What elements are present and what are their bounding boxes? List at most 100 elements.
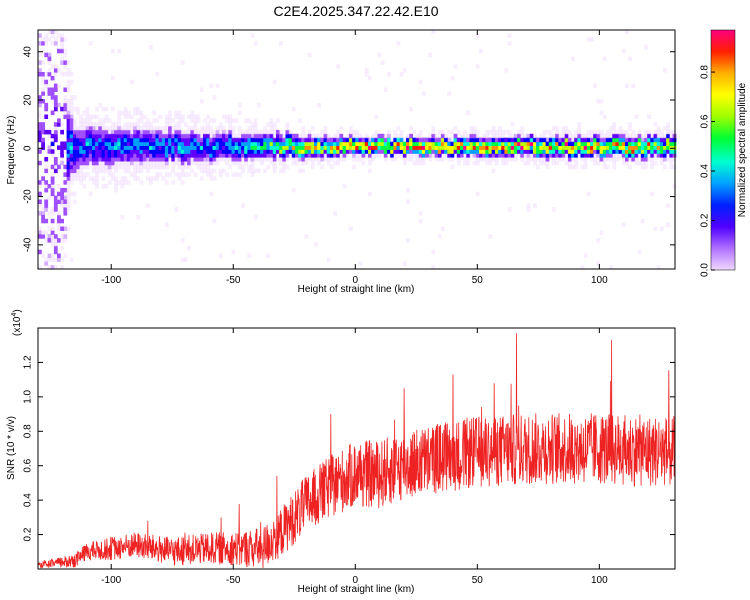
heatmap-cell bbox=[177, 118, 182, 123]
heatmap-cell bbox=[374, 153, 379, 158]
heatmap-cell bbox=[644, 157, 648, 162]
heatmap-cell bbox=[450, 145, 455, 150]
heatmap-cell bbox=[304, 137, 309, 143]
heatmap-cell bbox=[139, 126, 144, 131]
heatmap-cell bbox=[180, 114, 185, 119]
heatmap-cell bbox=[634, 149, 639, 154]
heatmap-cell bbox=[225, 137, 229, 143]
heatmap-cell bbox=[174, 133, 179, 139]
heatmap-cell bbox=[139, 160, 144, 166]
heatmap-cell bbox=[104, 153, 109, 158]
heatmap-cell bbox=[637, 133, 642, 139]
heatmap-cell bbox=[123, 180, 128, 185]
heatmap-cell bbox=[368, 145, 372, 150]
heatmap-cell bbox=[253, 145, 258, 150]
heatmap-cell bbox=[60, 187, 64, 193]
heatmap-cell bbox=[263, 137, 268, 143]
heatmap-cell bbox=[85, 106, 90, 112]
heatmap-cell bbox=[85, 164, 90, 170]
heatmap-cell bbox=[564, 160, 569, 166]
heatmap-cell bbox=[434, 145, 439, 150]
heatmap-cell bbox=[364, 149, 369, 154]
heatmap-cell bbox=[399, 149, 404, 154]
heatmap-cell bbox=[193, 133, 198, 139]
heatmap-cell bbox=[136, 126, 141, 131]
heatmap-cell bbox=[53, 234, 58, 239]
heatmap-cell bbox=[421, 157, 426, 162]
heatmap-cell bbox=[85, 126, 90, 131]
heatmap-cell bbox=[164, 157, 169, 162]
heatmap-cell bbox=[177, 129, 182, 135]
heatmap-cell bbox=[111, 75, 115, 81]
heatmap-cell bbox=[133, 160, 137, 166]
heatmap-cell bbox=[76, 110, 80, 116]
heatmap-cell bbox=[190, 114, 195, 119]
heatmap-cell bbox=[567, 145, 572, 150]
heatmap-cell bbox=[663, 149, 667, 154]
heatmap-cell bbox=[133, 122, 137, 127]
heatmap-cell bbox=[307, 52, 312, 58]
heatmap-cell bbox=[637, 137, 642, 143]
heatmap-cell bbox=[218, 133, 223, 139]
heatmap-cell bbox=[564, 145, 569, 150]
heatmap-cell bbox=[136, 110, 141, 116]
heatmap-cell bbox=[72, 126, 77, 131]
heatmap-cell bbox=[504, 129, 509, 135]
heatmap-cell bbox=[542, 145, 547, 150]
heatmap-cell bbox=[529, 157, 534, 162]
heatmap-cell bbox=[609, 149, 613, 154]
heatmap-cell bbox=[126, 157, 131, 162]
heatmap-cell bbox=[577, 137, 582, 143]
heatmap-cell bbox=[76, 106, 80, 112]
heatmap-cell bbox=[72, 153, 77, 158]
heatmap-cell bbox=[555, 153, 559, 158]
heatmap-cell bbox=[206, 129, 210, 135]
heatmap-cell bbox=[228, 114, 233, 119]
heatmap-cell bbox=[180, 168, 185, 174]
heatmap-cell bbox=[501, 153, 505, 158]
heatmap-cell bbox=[628, 149, 632, 154]
heatmap-cell bbox=[98, 153, 103, 158]
heatmap-cell bbox=[453, 141, 458, 146]
heatmap-cell bbox=[171, 180, 176, 185]
heatmap-cell bbox=[345, 137, 350, 143]
heatmap-cell bbox=[44, 238, 49, 243]
heatmap-cell bbox=[650, 153, 655, 158]
heatmap-cell bbox=[453, 149, 458, 154]
heatmap-cell bbox=[60, 106, 64, 112]
heatmap-cell bbox=[368, 141, 372, 146]
heatmap-cell bbox=[63, 60, 68, 65]
heatmap-cell bbox=[567, 133, 572, 139]
heatmap-cell bbox=[231, 129, 236, 135]
heatmap-cell bbox=[76, 133, 80, 139]
y-tick-label: 40 bbox=[23, 46, 34, 58]
heatmap-cell bbox=[66, 176, 71, 181]
heatmap-cell bbox=[98, 157, 103, 162]
heatmap-cell bbox=[494, 145, 499, 150]
heatmap-cell bbox=[260, 141, 264, 146]
heatmap-cell bbox=[301, 145, 306, 150]
heatmap-cell bbox=[631, 153, 636, 158]
heatmap-cell bbox=[269, 129, 274, 135]
heatmap-cell bbox=[41, 218, 45, 224]
heatmap-cell bbox=[552, 145, 556, 150]
heatmap-cell bbox=[149, 122, 153, 127]
heatmap-cell bbox=[139, 157, 144, 162]
heatmap-cell bbox=[494, 137, 499, 143]
heatmap-cell bbox=[57, 102, 61, 108]
heatmap-cell bbox=[47, 257, 52, 262]
heatmap-cell bbox=[396, 149, 401, 154]
heatmap-cell bbox=[348, 149, 353, 154]
heatmap-cell bbox=[498, 129, 502, 135]
heatmap-cell bbox=[253, 129, 258, 135]
heatmap-cell bbox=[199, 168, 204, 174]
heatmap-cell bbox=[659, 145, 664, 150]
heatmap-cell bbox=[126, 122, 131, 127]
heatmap-cell bbox=[231, 157, 236, 162]
heatmap-cell bbox=[545, 141, 550, 146]
heatmap-cell bbox=[50, 41, 55, 46]
heatmap-cell bbox=[60, 191, 64, 197]
heatmap-cell bbox=[501, 129, 505, 135]
heatmap-cell bbox=[279, 145, 283, 150]
heatmap-cell bbox=[488, 137, 493, 143]
